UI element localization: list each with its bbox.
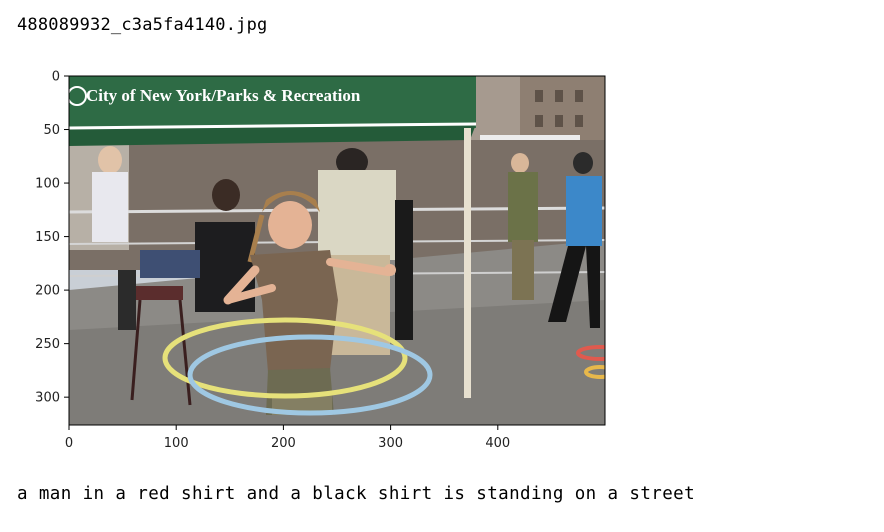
y-tick-label: 250 bbox=[35, 337, 60, 352]
y-tick-label: 300 bbox=[35, 391, 60, 406]
axes-frame bbox=[68, 75, 606, 426]
y-tick-label: 150 bbox=[35, 230, 60, 245]
x-tick-label: 200 bbox=[271, 436, 296, 451]
x-tick-label: 100 bbox=[164, 436, 189, 451]
y-tick-label: 0 bbox=[52, 70, 60, 85]
output-filename: 488089932_c3a5fa4140.jpg bbox=[17, 15, 268, 35]
y-tick-label: 200 bbox=[35, 284, 60, 299]
y-tick-label: 100 bbox=[35, 177, 60, 192]
x-tick-label: 300 bbox=[378, 436, 403, 451]
y-axis-ticks: 0 50 100 150 200 250 300 bbox=[35, 70, 69, 406]
photo: City of New York/Parks & Recreation bbox=[69, 76, 605, 425]
x-tick-label: 400 bbox=[485, 436, 510, 451]
tent-banner-text: City of New York/Parks & Recreation bbox=[86, 86, 361, 105]
output-caption: a man in a red shirt and a black shirt i… bbox=[17, 484, 696, 504]
y-tick-label: 50 bbox=[43, 123, 60, 138]
x-tick-label: 0 bbox=[65, 436, 73, 451]
x-axis-ticks: 0 100 200 300 400 bbox=[65, 425, 510, 451]
